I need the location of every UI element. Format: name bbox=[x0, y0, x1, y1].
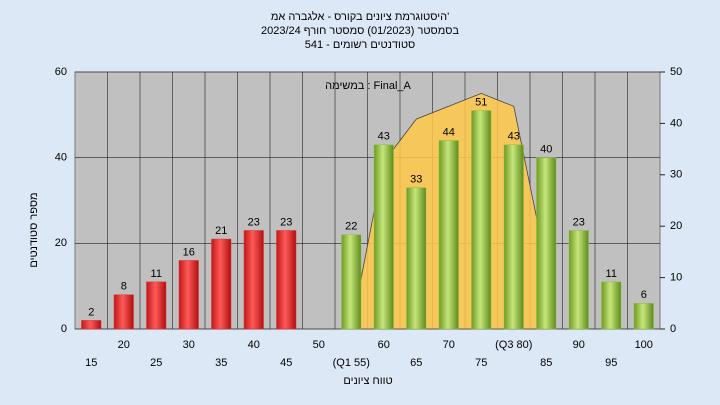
bar bbox=[633, 303, 654, 330]
x-tick-label: 40 bbox=[248, 339, 260, 351]
x-tick-label: 85 bbox=[540, 357, 552, 369]
bar bbox=[503, 144, 524, 330]
y-axis-label: מספר סטודנטים bbox=[28, 192, 40, 267]
value-label: 33 bbox=[410, 174, 422, 186]
x-axis-label: טווח ציונים bbox=[343, 375, 392, 387]
x-tick-label: 50 bbox=[313, 339, 325, 351]
subtitle: בסמסטר (01/2023) סמסטר חורף 2023/24 bbox=[261, 25, 459, 37]
y2-tick-label: 20 bbox=[670, 220, 682, 232]
y-tick-label: 0 bbox=[61, 323, 67, 335]
y-tick-label: 60 bbox=[55, 66, 67, 78]
bar bbox=[81, 320, 102, 330]
bar bbox=[406, 187, 427, 330]
x-tick-label: 100 bbox=[635, 339, 653, 351]
bar bbox=[113, 294, 134, 330]
value-label: 51 bbox=[475, 96, 487, 108]
bar bbox=[568, 230, 589, 330]
value-label: 23 bbox=[573, 216, 585, 228]
y-tick-label: 40 bbox=[55, 152, 67, 164]
value-label: 40 bbox=[540, 144, 552, 156]
bar bbox=[471, 110, 492, 330]
value-label: 2 bbox=[88, 306, 94, 318]
value-label: 6 bbox=[641, 289, 647, 301]
x-tick-label: 90 bbox=[573, 339, 585, 351]
value-label: 16 bbox=[183, 246, 195, 258]
value-label: 11 bbox=[606, 268, 617, 280]
x-tick-label: 15 bbox=[85, 357, 97, 369]
bar bbox=[243, 230, 264, 330]
bar bbox=[211, 238, 232, 330]
value-label: 8 bbox=[121, 281, 127, 293]
value-label: 23 bbox=[248, 216, 260, 228]
x-tick-label: (Q1 55) bbox=[333, 357, 370, 369]
x-tick-label: 45 bbox=[280, 357, 292, 369]
x-tick-label: 70 bbox=[443, 339, 455, 351]
x-tick-label: 35 bbox=[215, 357, 227, 369]
value-label: 21 bbox=[215, 225, 227, 237]
annotation: במשימה : Final_A bbox=[325, 80, 411, 92]
x-tick-label: 95 bbox=[605, 357, 617, 369]
value-label: 22 bbox=[345, 221, 357, 233]
x-tick-label: (Q3 80) bbox=[495, 339, 532, 351]
value-label: 44 bbox=[443, 126, 455, 138]
y2-tick-label: 50 bbox=[670, 66, 682, 78]
x-tick-label: 60 bbox=[378, 339, 390, 351]
chart-title: היסטוגרמת ציונים בקורס - אלגברה אמ' bbox=[271, 10, 449, 23]
x-tick-label: 20 bbox=[118, 339, 130, 351]
bar bbox=[536, 157, 557, 330]
bar bbox=[276, 230, 297, 330]
y2-tick-label: 0 bbox=[670, 323, 676, 335]
bar bbox=[178, 260, 199, 330]
value-label: 43 bbox=[378, 131, 390, 143]
bar bbox=[601, 281, 622, 330]
y-tick-label: 20 bbox=[55, 237, 67, 249]
note: 541 - סטודנטים רשומים bbox=[305, 39, 416, 51]
value-label: 11 bbox=[151, 268, 162, 280]
bar bbox=[341, 234, 362, 330]
bar bbox=[146, 281, 167, 330]
x-tick-label: 65 bbox=[410, 357, 422, 369]
y2-tick-label: 40 bbox=[670, 117, 682, 129]
x-tick-label: 25 bbox=[150, 357, 162, 369]
x-tick-label: 30 bbox=[183, 339, 195, 351]
bar bbox=[438, 140, 459, 330]
y2-tick-label: 10 bbox=[670, 272, 682, 284]
y2-tick-label: 30 bbox=[670, 169, 682, 181]
value-label: 43 bbox=[508, 131, 520, 143]
bar bbox=[373, 144, 394, 330]
value-label: 23 bbox=[280, 216, 292, 228]
x-tick-label: 75 bbox=[475, 357, 487, 369]
